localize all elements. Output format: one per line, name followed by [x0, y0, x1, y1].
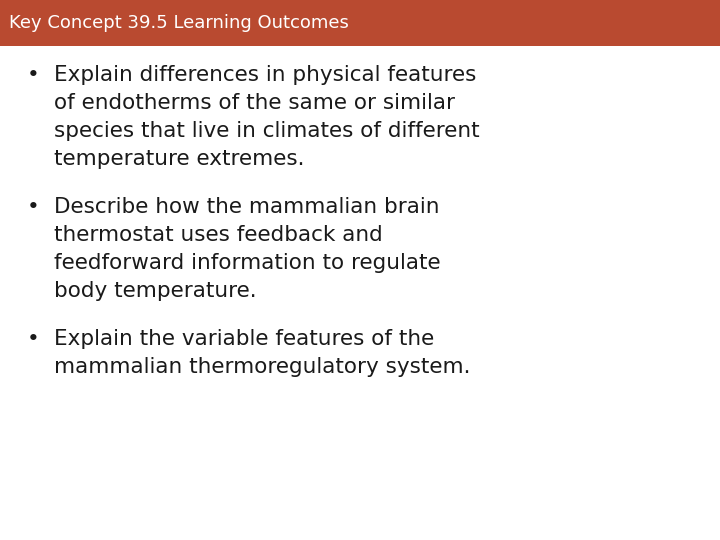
Text: •: •	[27, 65, 40, 85]
Text: Describe how the mammalian brain
thermostat uses feedback and
feedforward inform: Describe how the mammalian brain thermos…	[54, 197, 441, 301]
Text: Explain differences in physical features
of endotherms of the same or similar
sp: Explain differences in physical features…	[54, 65, 480, 169]
Text: Explain the variable features of the
mammalian thermoregulatory system.: Explain the variable features of the mam…	[54, 329, 470, 377]
Text: •: •	[27, 329, 40, 349]
Bar	[0, 0, 720, 46]
Text: •: •	[27, 197, 40, 217]
Text: Key Concept 39.5 Learning Outcomes: Key Concept 39.5 Learning Outcomes	[9, 14, 349, 32]
